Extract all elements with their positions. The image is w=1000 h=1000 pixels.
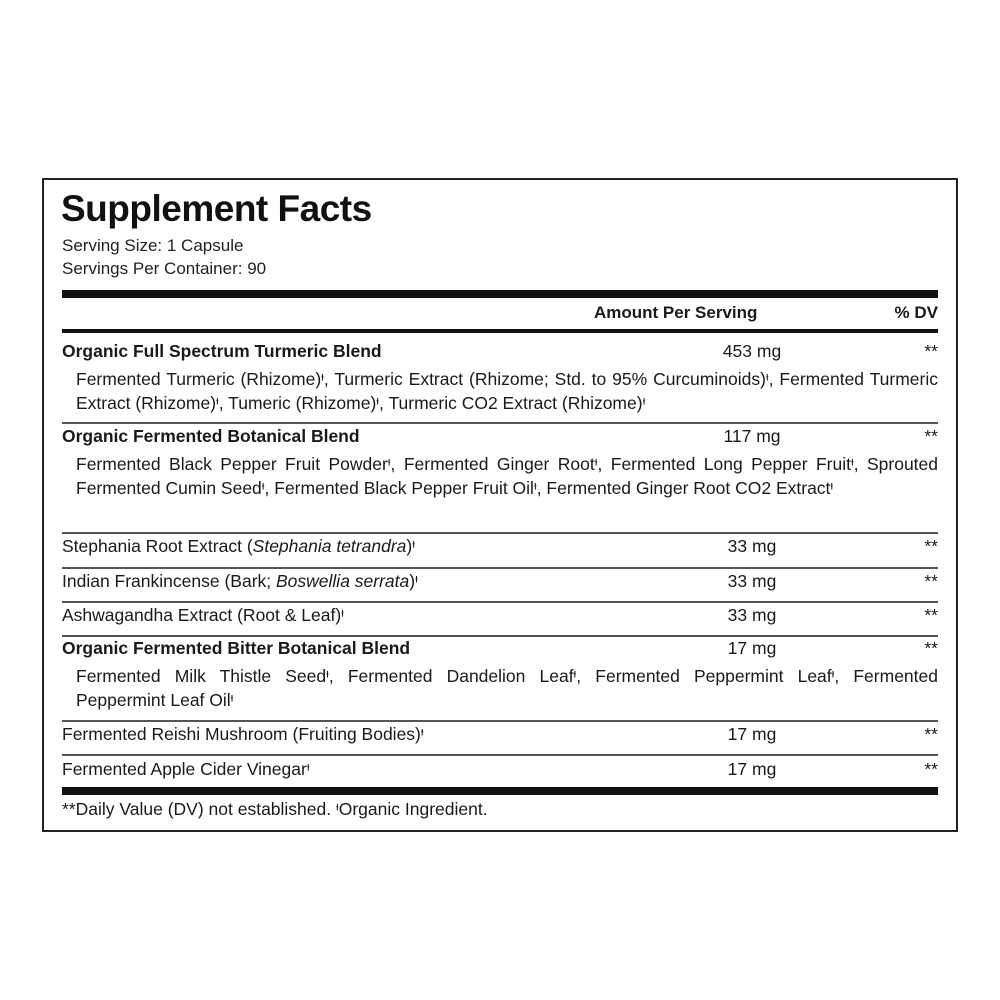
ingredient-name: Organic Fermented Botanical Blend bbox=[62, 426, 360, 446]
ingredient-amount: 17 mg bbox=[727, 724, 777, 744]
ingredient-name: Fermented Apple Cider Vinegarᶧ bbox=[62, 759, 310, 779]
row-divider bbox=[62, 422, 938, 424]
row-divider bbox=[62, 754, 938, 756]
ingredient-amount: 117 mg bbox=[723, 426, 781, 446]
dv-header: % DV bbox=[894, 303, 938, 322]
ingredient-dv: ** bbox=[924, 638, 938, 658]
ingredient-name: Organic Fermented Bitter Botanical Blend bbox=[62, 638, 411, 658]
serving-size: Serving Size: 1 Capsule bbox=[62, 236, 244, 255]
ingredient-name: Fermented Reishi Mushroom (Fruiting Bodi… bbox=[62, 724, 424, 744]
ingredient-dv: ** bbox=[924, 571, 938, 591]
header-divider bbox=[62, 329, 938, 333]
ingredient-amount: 17 mg bbox=[727, 638, 777, 658]
row-divider bbox=[62, 601, 938, 603]
ingredient-dv: ** bbox=[924, 426, 938, 446]
ingredient-name: Indian Frankincense (Bark; Boswellia ser… bbox=[62, 571, 418, 591]
ingredient-name: Stephania Root Extract (Stephania tetran… bbox=[62, 536, 415, 556]
ingredient-amount: 33 mg bbox=[727, 536, 777, 556]
blend-components: Fermented Black Pepper Fruit Powderᶧ, Fe… bbox=[76, 454, 938, 498]
servings-per-container: Servings Per Container: 90 bbox=[62, 259, 267, 278]
ingredient-amount: 33 mg bbox=[727, 605, 777, 625]
ingredient-dv: ** bbox=[924, 759, 938, 779]
ingredient-dv: ** bbox=[924, 536, 938, 556]
ingredient-dv: ** bbox=[924, 605, 938, 625]
footer-divider bbox=[62, 787, 938, 795]
ingredient-amount: 33 mg bbox=[727, 571, 777, 591]
ingredient-name: Organic Full Spectrum Turmeric Blend bbox=[62, 341, 382, 361]
row-divider bbox=[62, 567, 938, 569]
blend-components: Fermented Turmeric (Rhizome)ᶧ, Turmeric … bbox=[76, 369, 938, 413]
row-divider bbox=[62, 532, 938, 534]
footnote: **Daily Value (DV) not established. ᶧOrg… bbox=[62, 799, 488, 819]
ingredient-dv: ** bbox=[924, 341, 938, 361]
panel-title: Supplement Facts bbox=[61, 188, 372, 229]
row-divider bbox=[62, 720, 938, 722]
ingredient-name: Ashwagandha Extract (Root & Leaf)ᶧ bbox=[62, 605, 344, 625]
blend-components: Fermented Milk Thistle Seedᶧ, Fermented … bbox=[76, 666, 938, 710]
thick-divider bbox=[62, 290, 938, 298]
ingredient-dv: ** bbox=[924, 724, 938, 744]
ingredient-amount: 17 mg bbox=[727, 759, 777, 779]
amount-header: Amount Per Serving bbox=[594, 303, 758, 322]
ingredient-amount: 453 mg bbox=[722, 341, 782, 361]
row-divider bbox=[62, 635, 938, 637]
supplement-facts-panel: Supplement Facts Serving Size: 1 Capsule… bbox=[42, 178, 958, 832]
